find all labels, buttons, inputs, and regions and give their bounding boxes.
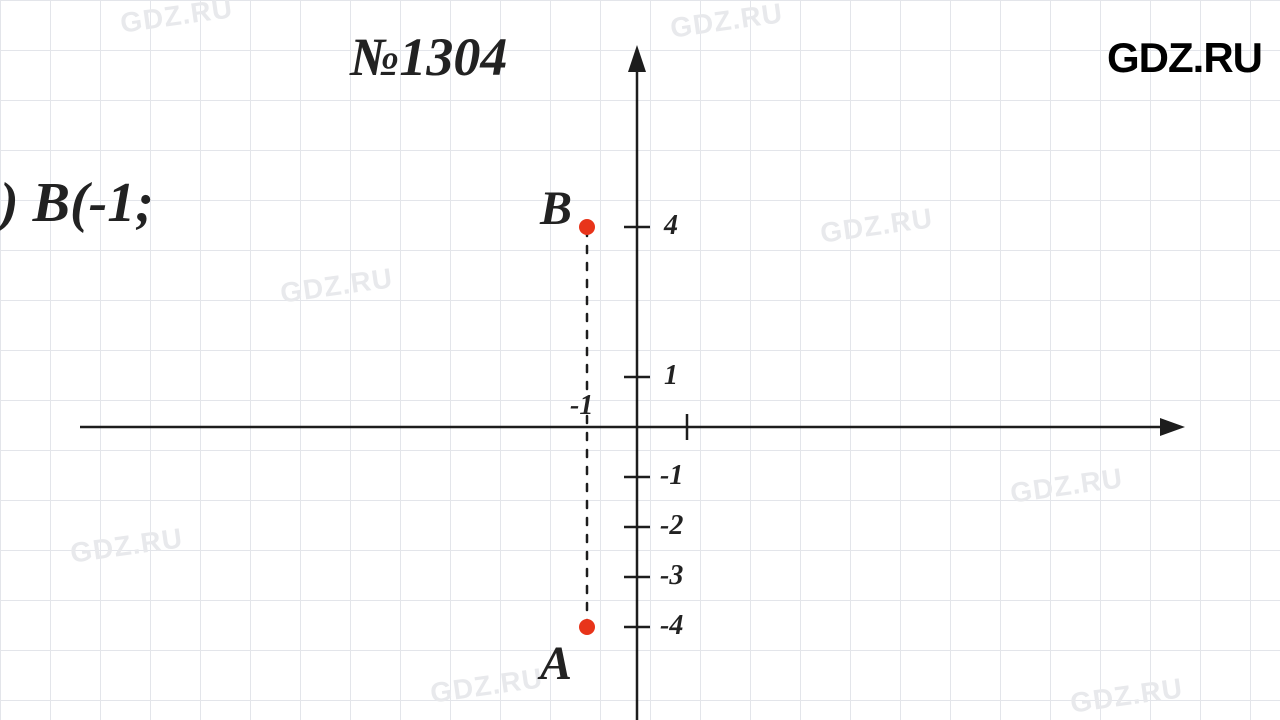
y-tick-label-neg4: -4 <box>660 610 683 642</box>
point-a-label: A <box>540 640 572 688</box>
point-a <box>579 619 595 635</box>
y-tick-label-neg2: -2 <box>660 510 683 542</box>
coordinate-plane <box>0 0 1280 720</box>
x-axis-arrow-icon <box>1160 418 1185 436</box>
y-tick-label-neg3: -3 <box>660 560 683 592</box>
point-b <box>579 219 595 235</box>
y-tick-label-1: 1 <box>664 360 678 392</box>
y-axis-arrow-icon <box>628 45 646 72</box>
point-b-label: B <box>540 185 572 233</box>
x-tick-label-neg1: -1 <box>570 390 593 422</box>
y-tick-label-neg1: -1 <box>660 460 683 492</box>
y-tick-label-4: 4 <box>664 210 678 242</box>
